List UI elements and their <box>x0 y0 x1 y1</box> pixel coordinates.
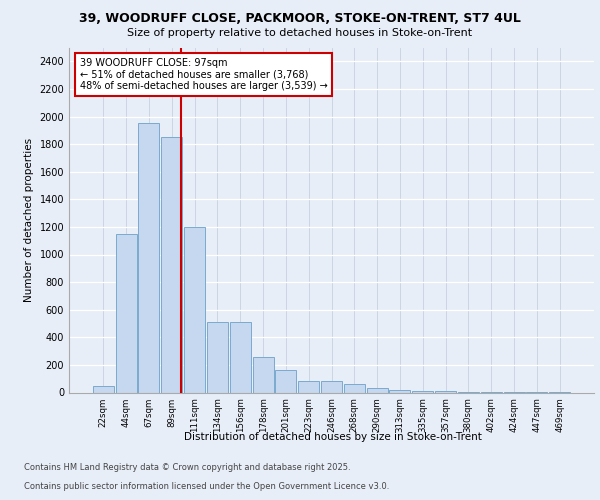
Text: 39, WOODRUFF CLOSE, PACKMOOR, STOKE-ON-TRENT, ST7 4UL: 39, WOODRUFF CLOSE, PACKMOOR, STOKE-ON-T… <box>79 12 521 26</box>
Bar <box>253 356 274 392</box>
Bar <box>367 388 388 392</box>
Text: Distribution of detached houses by size in Stoke-on-Trent: Distribution of detached houses by size … <box>184 432 482 442</box>
Text: Size of property relative to detached houses in Stoke-on-Trent: Size of property relative to detached ho… <box>127 28 473 38</box>
Bar <box>139 124 160 392</box>
Bar <box>321 382 342 392</box>
Bar <box>184 227 205 392</box>
Bar <box>389 390 410 392</box>
Bar <box>161 137 182 392</box>
Bar <box>116 234 137 392</box>
Bar <box>230 322 251 392</box>
Bar <box>93 386 114 392</box>
Bar <box>275 370 296 392</box>
Text: 39 WOODRUFF CLOSE: 97sqm
← 51% of detached houses are smaller (3,768)
48% of sem: 39 WOODRUFF CLOSE: 97sqm ← 51% of detach… <box>79 58 327 91</box>
Bar <box>207 322 228 392</box>
Text: Contains public sector information licensed under the Open Government Licence v3: Contains public sector information licen… <box>24 482 389 491</box>
Text: Contains HM Land Registry data © Crown copyright and database right 2025.: Contains HM Land Registry data © Crown c… <box>24 464 350 472</box>
Y-axis label: Number of detached properties: Number of detached properties <box>24 138 34 302</box>
Bar <box>298 381 319 392</box>
Bar <box>412 391 433 392</box>
Bar <box>344 384 365 392</box>
